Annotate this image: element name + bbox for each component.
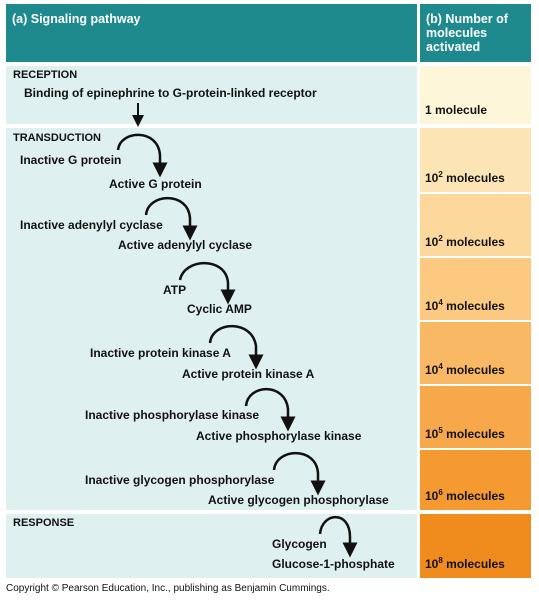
- step-2-to: Active adenylyl cyclase: [118, 238, 253, 252]
- count-label: 102 molecules: [425, 170, 505, 185]
- count-cell-step-3: 104 molecules: [420, 258, 531, 320]
- count-cell-step-5: 105 molecules: [420, 386, 531, 448]
- reception-text: Binding of epinephrine to G-protein-link…: [24, 86, 317, 100]
- count-label: 102 molecules: [425, 234, 505, 249]
- count-label: 106 molecules: [425, 488, 505, 503]
- count-cell-step-6: 106 molecules: [420, 450, 531, 510]
- step-3-arrow: [178, 261, 236, 305]
- count-cell-step-4: 104 molecules: [420, 322, 531, 384]
- transduction-heading: TRANSDUCTION: [13, 132, 101, 144]
- molecules-activated-header: (b) Number of molecules activated: [420, 4, 531, 62]
- step-1-to: Active G protein: [109, 177, 202, 191]
- step-6-from: Inactive glycogen phosphorylase: [85, 473, 275, 487]
- step-5-from: Inactive phosphorylase kinase: [85, 408, 260, 422]
- step-7-arrow: [318, 516, 358, 558]
- transduction-panel: [6, 128, 417, 510]
- step-5-to: Active phosphorylase kinase: [196, 429, 362, 443]
- step-4-from: Inactive protein kinase A: [90, 346, 231, 360]
- step-3-from: ATP: [163, 283, 187, 297]
- step-6-to: Active glycogen phosphorylase: [208, 493, 389, 507]
- response-heading: RESPONSE: [13, 517, 75, 529]
- count-cell-response: 108 molecules: [420, 514, 531, 578]
- reception-heading: RECEPTION: [13, 69, 78, 81]
- step-1-arrow: [116, 133, 168, 178]
- signaling-pathway-title: (a) Signaling pathway: [12, 12, 141, 26]
- count-label: 104 molecules: [425, 298, 505, 313]
- step-4-arrow: [208, 324, 264, 370]
- step-2-arrow: [144, 196, 198, 241]
- step-7-from: Glycogen: [272, 537, 327, 551]
- count-cell-step-1: 102 molecules: [420, 128, 531, 192]
- copyright-footer: Copyright © Pearson Education, Inc., pub…: [6, 583, 330, 594]
- signaling-pathway-header: (a) Signaling pathway: [6, 4, 417, 62]
- step-3-to: Cyclic AMP: [187, 302, 252, 316]
- count-label: 108 molecules: [425, 556, 505, 571]
- count-label: 104 molecules: [425, 362, 505, 377]
- step-2-from: Inactive adenylyl cyclase: [20, 218, 163, 232]
- count-label: 105 molecules: [425, 426, 505, 441]
- step-7-to: Glucose-1-phosphate: [272, 557, 395, 571]
- count-cell-step-2: 102 molecules: [420, 194, 531, 256]
- step-6-arrow: [272, 451, 326, 496]
- reception-panel: [6, 66, 417, 124]
- step-1-from: Inactive G protein: [20, 153, 122, 167]
- count-label: 1 molecule: [425, 103, 488, 117]
- molecules-activated-title: (b) Number of molecules activated: [426, 12, 508, 54]
- step-5-arrow: [244, 387, 296, 432]
- count-cell-reception: 1 molecule: [420, 66, 531, 124]
- step-4-to: Active protein kinase A: [182, 367, 315, 381]
